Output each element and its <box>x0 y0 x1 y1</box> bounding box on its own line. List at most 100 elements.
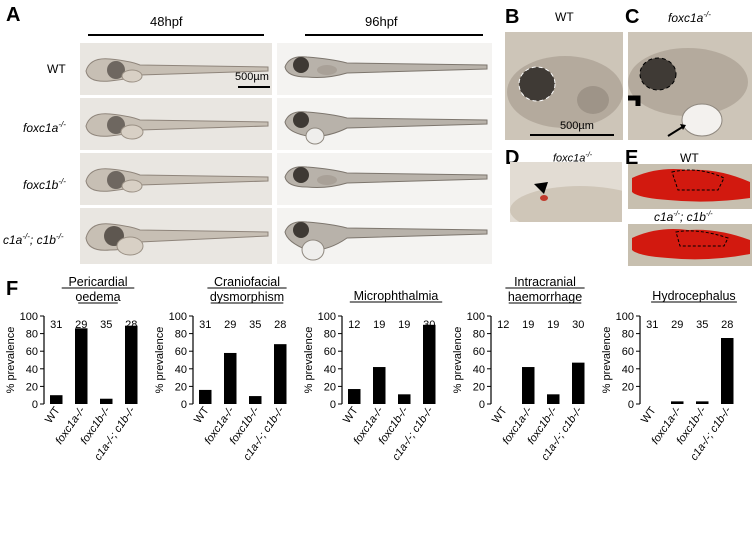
panel-label-e: E <box>625 147 639 169</box>
y-tick-label-2-60: 60 <box>324 346 336 358</box>
bar-1-3 <box>274 344 287 404</box>
y-tick-label-0-80: 80 <box>26 329 38 341</box>
panel-label-f: F <box>6 278 19 300</box>
y-tick-label-2-20: 20 <box>324 381 336 393</box>
larva-photo-foxc1a-96hpf <box>277 98 492 150</box>
y-tick-label-4-0: 0 <box>628 399 634 411</box>
y-tick-label-0-20: 20 <box>26 381 38 393</box>
n-label-2-3: 30 <box>423 319 435 331</box>
n-label-0-1: 29 <box>75 319 87 331</box>
n-label-4-1: 29 <box>671 319 683 331</box>
chart-title-1-0: Craniofacial <box>214 275 280 289</box>
chart-title-0-1: oedema <box>75 290 120 304</box>
bar-1-1 <box>224 352 237 404</box>
y-axis-label-2: % prevalence <box>303 327 315 394</box>
y-tick-label-1-60: 60 <box>175 346 187 358</box>
n-label-1-2: 35 <box>249 319 261 331</box>
y-tick-label-0-0: 0 <box>32 399 38 411</box>
panel-label-b: B <box>505 6 520 28</box>
y-axis-label-0: % prevalence <box>5 327 17 394</box>
bar-4-2 <box>696 401 709 404</box>
n-label-3-2: 19 <box>547 319 559 331</box>
n-label-3-3: 30 <box>572 319 584 331</box>
y-tick-label-2-100: 100 <box>318 311 336 323</box>
chart-title-3-1: haemorrhage <box>508 290 582 304</box>
y-tick-label-4-80: 80 <box>622 329 634 341</box>
y-tick-label-3-60: 60 <box>473 346 485 358</box>
y-tick-label-0-40: 40 <box>26 364 38 376</box>
x-tick-label-0-2: foxc1b-/- <box>78 405 113 447</box>
n-label-4-0: 31 <box>646 319 658 331</box>
y-tick-label-2-0: 0 <box>330 399 336 411</box>
larva-photo-foxc1a-48hpf <box>80 98 272 150</box>
n-label-0-0: 31 <box>50 319 62 331</box>
panel-b-label: WT <box>555 10 574 24</box>
x-tick-label-0-3: c1a-/-; c1b-/- <box>92 405 138 463</box>
n-label-4-2: 35 <box>696 319 708 331</box>
n-label-3-0: 12 <box>497 319 509 331</box>
bar-2-2 <box>398 394 411 404</box>
time-label-48hpf: 48hpf <box>150 14 183 29</box>
chart-title-2-0: Microphthalmia <box>354 289 439 303</box>
y-tick-label-3-80: 80 <box>473 329 485 341</box>
x-tick-label-3-1: foxc1a-/- <box>500 405 535 447</box>
x-tick-label-3-0: WT <box>490 405 510 426</box>
head-stain-double <box>628 224 752 266</box>
y-axis-label-1: % prevalence <box>154 327 166 394</box>
x-tick-label-4-3: c1a-/-; c1b-/- <box>688 405 734 463</box>
y-tick-label-3-100: 100 <box>467 311 485 323</box>
n-label-0-3: 28 <box>125 319 137 331</box>
head-photo-haemorrhage <box>510 162 622 222</box>
panel-e-label-wt: WT <box>680 151 699 165</box>
row-label-foxc1b: foxc1b-/- <box>23 177 66 192</box>
y-tick-label-2-40: 40 <box>324 364 336 376</box>
x-tick-label-1-1: foxc1a-/- <box>202 405 237 447</box>
x-tick-label-4-0: WT <box>639 405 659 426</box>
time-label-96hpf: 96hpf <box>365 14 398 29</box>
x-tick-label-0-0: WT <box>43 405 63 426</box>
bar-2-3 <box>423 324 436 404</box>
n-label-0-2: 35 <box>100 319 112 331</box>
row-label-double: c1a-/-; c1b-/- <box>3 232 64 247</box>
x-tick-label-0-1: foxc1a-/- <box>53 405 88 447</box>
y-tick-label-4-20: 20 <box>622 381 634 393</box>
chart-title-3-0: Intracranial <box>514 275 576 289</box>
y-axis-label-3: % prevalence <box>452 327 464 394</box>
x-tick-label-1-3: c1a-/-; c1b-/- <box>241 405 287 463</box>
panel-d-label: foxc1a-/- <box>553 152 593 165</box>
x-tick-label-3-2: foxc1b-/- <box>525 405 560 447</box>
bar-0-0 <box>50 395 63 404</box>
bar-3-1 <box>522 367 535 404</box>
bar-0-2 <box>100 398 113 404</box>
n-label-2-1: 19 <box>373 319 385 331</box>
head-photo-foxc1a <box>628 32 752 140</box>
chart-title-1-1: dysmorphism <box>210 290 284 304</box>
row-label-foxc1a: foxc1a-/- <box>23 120 66 135</box>
x-tick-label-4-2: foxc1b-/- <box>674 405 709 447</box>
n-label-2-2: 19 <box>398 319 410 331</box>
y-axis-label-4: % prevalence <box>601 327 613 394</box>
x-tick-label-4-1: foxc1a-/- <box>649 405 684 447</box>
panel-label-a: A <box>6 4 21 26</box>
chart-title-0-0: Pericardial <box>68 275 127 289</box>
bar-0-3 <box>125 325 138 404</box>
bar-1-0 <box>199 389 212 404</box>
n-label-4-3: 28 <box>721 319 733 331</box>
y-tick-label-1-100: 100 <box>169 311 187 323</box>
x-tick-label-2-1: foxc1a-/- <box>351 405 386 447</box>
larva-photo-double-96hpf <box>277 208 492 264</box>
larva-photo-double-48hpf <box>80 208 272 264</box>
larva-photo-foxc1b-96hpf <box>277 153 492 205</box>
y-tick-label-0-100: 100 <box>20 311 38 323</box>
chart-title-4-0: Hydrocephalus <box>652 289 735 303</box>
y-tick-label-2-80: 80 <box>324 329 336 341</box>
n-label-1-1: 29 <box>224 319 236 331</box>
y-tick-label-0-60: 60 <box>26 346 38 358</box>
scale-label-a: 500µm <box>235 71 269 83</box>
y-tick-label-4-40: 40 <box>622 364 634 376</box>
y-tick-label-1-40: 40 <box>175 364 187 376</box>
larva-photo-foxc1b-48hpf <box>80 153 272 205</box>
bar-2-0 <box>348 389 361 404</box>
panel-c-label: foxc1a-/- <box>668 10 711 25</box>
panel-e-label-double: c1a-/-; c1b-/- <box>654 210 713 224</box>
